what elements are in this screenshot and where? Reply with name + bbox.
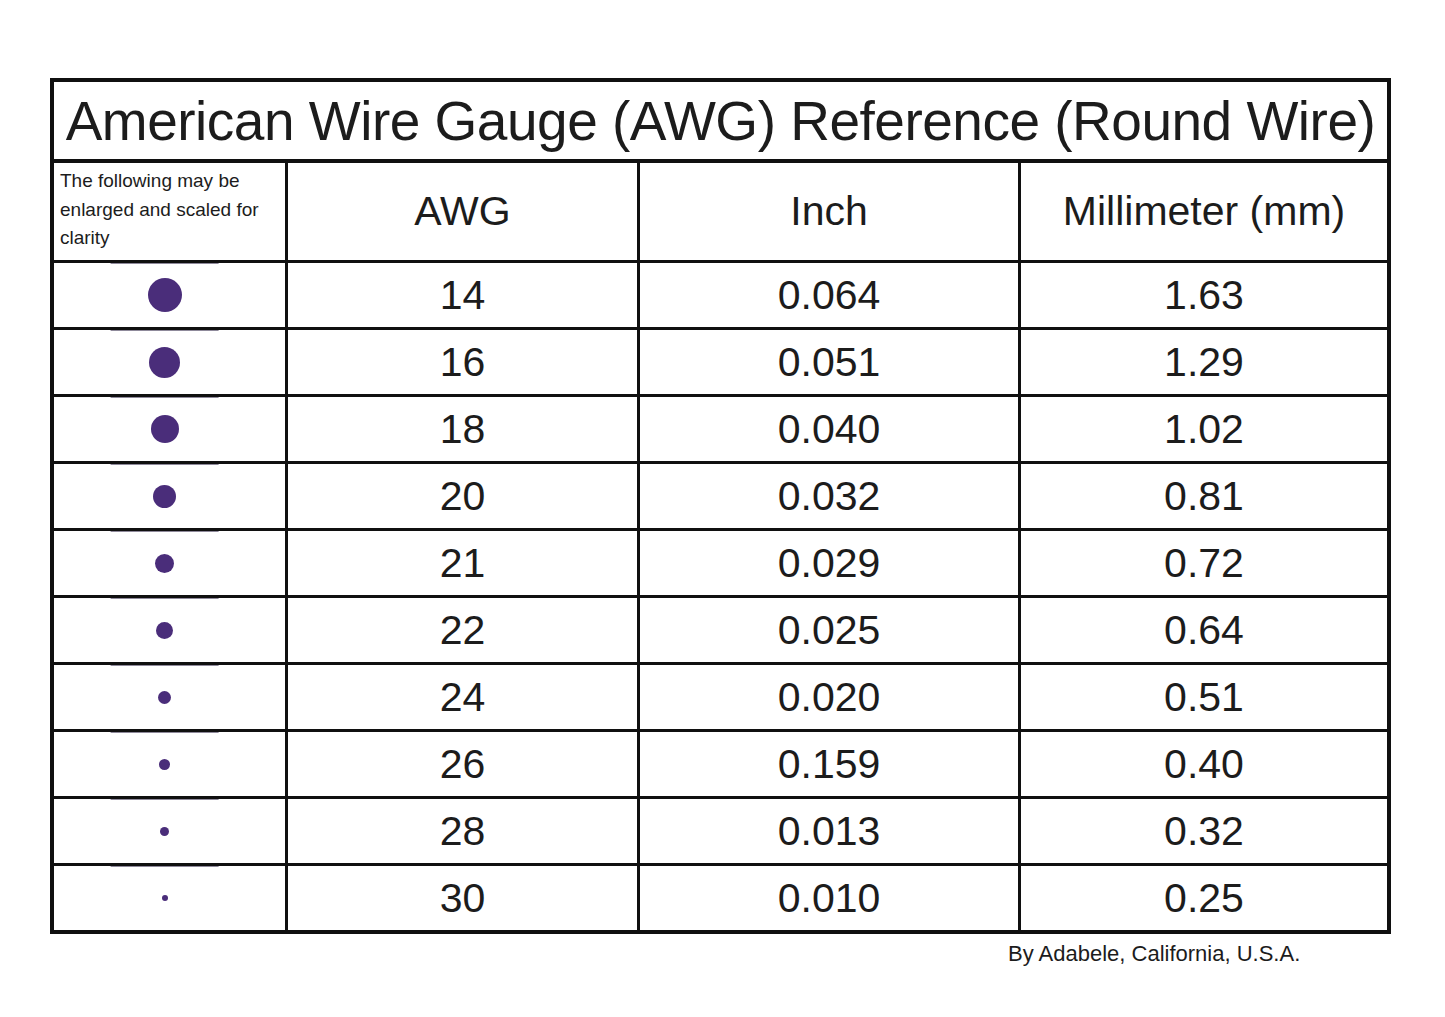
credit-line: By Adabele, California, U.S.A. xyxy=(1008,941,1300,967)
inch-cell: 0.010 xyxy=(637,863,1018,930)
wire-size-dot-cell xyxy=(54,595,285,662)
mm-cell: 0.64 xyxy=(1018,595,1387,662)
dot-baseline-rule xyxy=(110,461,218,465)
inch-cell: 0.025 xyxy=(637,595,1018,662)
wire-dot xyxy=(148,278,182,312)
wire-size-dot-cell xyxy=(54,461,285,528)
wire-dot xyxy=(156,622,173,639)
col-header-inch: Inch xyxy=(637,163,1018,260)
reference-sheet: American Wire Gauge (AWG) Reference (Rou… xyxy=(0,0,1445,1017)
wire-size-dot-cell xyxy=(54,327,285,394)
col-header-awg: AWG xyxy=(285,163,637,260)
wire-size-dot-cell xyxy=(54,394,285,461)
wire-dot xyxy=(158,691,171,704)
wire-size-dot-cell xyxy=(54,796,285,863)
awg-cell: 30 xyxy=(285,863,637,930)
table-grid: The following may be enlarged and scaled… xyxy=(54,163,1387,930)
inch-cell: 0.040 xyxy=(637,394,1018,461)
dot-baseline-rule xyxy=(110,729,218,733)
wire-dot xyxy=(160,827,169,836)
col-header-millimeter: Millimeter (mm) xyxy=(1018,163,1387,260)
wire-dot xyxy=(149,347,180,378)
inch-cell: 0.029 xyxy=(637,528,1018,595)
inch-cell: 0.032 xyxy=(637,461,1018,528)
mm-cell: 0.51 xyxy=(1018,662,1387,729)
mm-cell: 0.40 xyxy=(1018,729,1387,796)
wire-dot xyxy=(151,415,179,443)
dot-baseline-rule xyxy=(110,595,218,599)
mm-cell: 0.25 xyxy=(1018,863,1387,930)
awg-reference-table: American Wire Gauge (AWG) Reference (Rou… xyxy=(50,78,1391,934)
mm-cell: 0.81 xyxy=(1018,461,1387,528)
scale-note: The following may be enlarged and scaled… xyxy=(54,163,285,260)
wire-dot xyxy=(153,485,176,508)
dot-baseline-rule xyxy=(110,528,218,532)
mm-cell: 0.72 xyxy=(1018,528,1387,595)
dot-baseline-rule xyxy=(110,327,218,331)
wire-dot xyxy=(159,759,170,770)
dot-baseline-rule xyxy=(110,394,218,398)
awg-cell: 16 xyxy=(285,327,637,394)
mm-cell: 1.63 xyxy=(1018,260,1387,327)
awg-cell: 22 xyxy=(285,595,637,662)
wire-dot xyxy=(162,895,168,901)
wire-size-dot-cell xyxy=(54,528,285,595)
wire-size-dot-cell xyxy=(54,662,285,729)
inch-cell: 0.020 xyxy=(637,662,1018,729)
awg-cell: 21 xyxy=(285,528,637,595)
awg-cell: 18 xyxy=(285,394,637,461)
mm-cell: 1.02 xyxy=(1018,394,1387,461)
awg-cell: 26 xyxy=(285,729,637,796)
dot-baseline-rule xyxy=(110,796,218,800)
awg-cell: 14 xyxy=(285,260,637,327)
dot-baseline-rule xyxy=(110,662,218,666)
wire-size-dot-cell xyxy=(54,729,285,796)
inch-cell: 0.051 xyxy=(637,327,1018,394)
awg-cell: 28 xyxy=(285,796,637,863)
mm-cell: 0.32 xyxy=(1018,796,1387,863)
table-title: American Wire Gauge (AWG) Reference (Rou… xyxy=(54,82,1387,163)
mm-cell: 1.29 xyxy=(1018,327,1387,394)
wire-size-dot-cell xyxy=(54,863,285,930)
dot-baseline-rule xyxy=(110,863,218,867)
wire-dot xyxy=(155,554,174,573)
inch-cell: 0.013 xyxy=(637,796,1018,863)
awg-cell: 24 xyxy=(285,662,637,729)
inch-cell: 0.064 xyxy=(637,260,1018,327)
dot-baseline-rule xyxy=(110,260,218,264)
wire-size-dot-cell xyxy=(54,260,285,327)
inch-cell: 0.159 xyxy=(637,729,1018,796)
awg-cell: 20 xyxy=(285,461,637,528)
